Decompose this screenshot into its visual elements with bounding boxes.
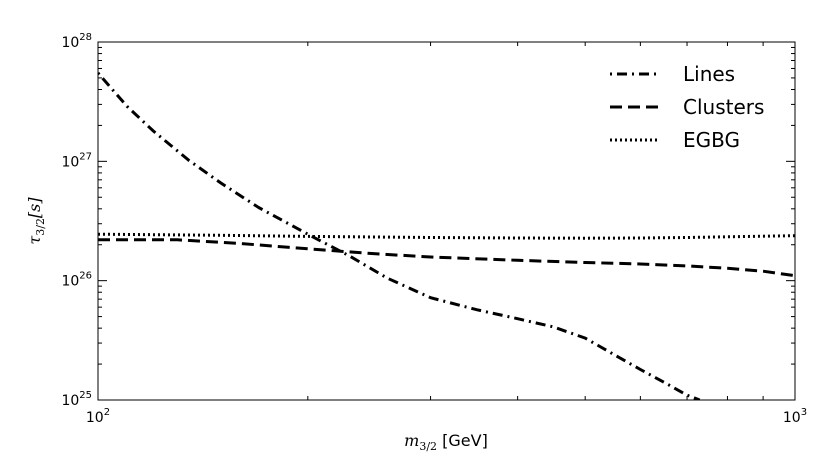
- y-tick-label: 1027: [61, 151, 92, 170]
- y-tick-label: 1026: [61, 271, 92, 290]
- x-tick-label: 103: [783, 407, 807, 426]
- y-axis-label-sub: 3/2: [34, 218, 47, 236]
- tick-layer: 102 103 1025 1026 1027 1028: [61, 32, 807, 426]
- plot-frame: [97, 41, 796, 401]
- series-line-clusters: [98, 238, 795, 278]
- y-axis-label: τ3/2[s]: [25, 197, 47, 245]
- y-tick-label: 1025: [61, 390, 92, 409]
- legend-label-egbg: EGBG: [683, 128, 740, 152]
- axis-labels: m3/2 [GeV] τ3/2[s]: [25, 197, 488, 453]
- x-axis-label-var: m: [404, 431, 419, 450]
- x-tick-label: 102: [86, 407, 110, 426]
- legend-label-lines: Lines: [683, 62, 735, 86]
- y-tick-label: 1028: [61, 32, 92, 51]
- x-axis-label-unit: [GeV]: [437, 431, 488, 450]
- legend: Lines Clusters EGBG: [610, 62, 764, 152]
- x-axis-label-sub: 3/2: [419, 440, 437, 453]
- x-axis-label: m3/2 [GeV]: [404, 431, 488, 453]
- y-axis-label-rest: [s]: [25, 197, 44, 218]
- legend-label-clusters: Clusters: [683, 95, 764, 119]
- y-axis-label-var: τ: [25, 235, 44, 245]
- series-line-lines: [98, 72, 701, 400]
- series-line-egbg: [98, 232, 795, 240]
- series-layer: [98, 72, 795, 400]
